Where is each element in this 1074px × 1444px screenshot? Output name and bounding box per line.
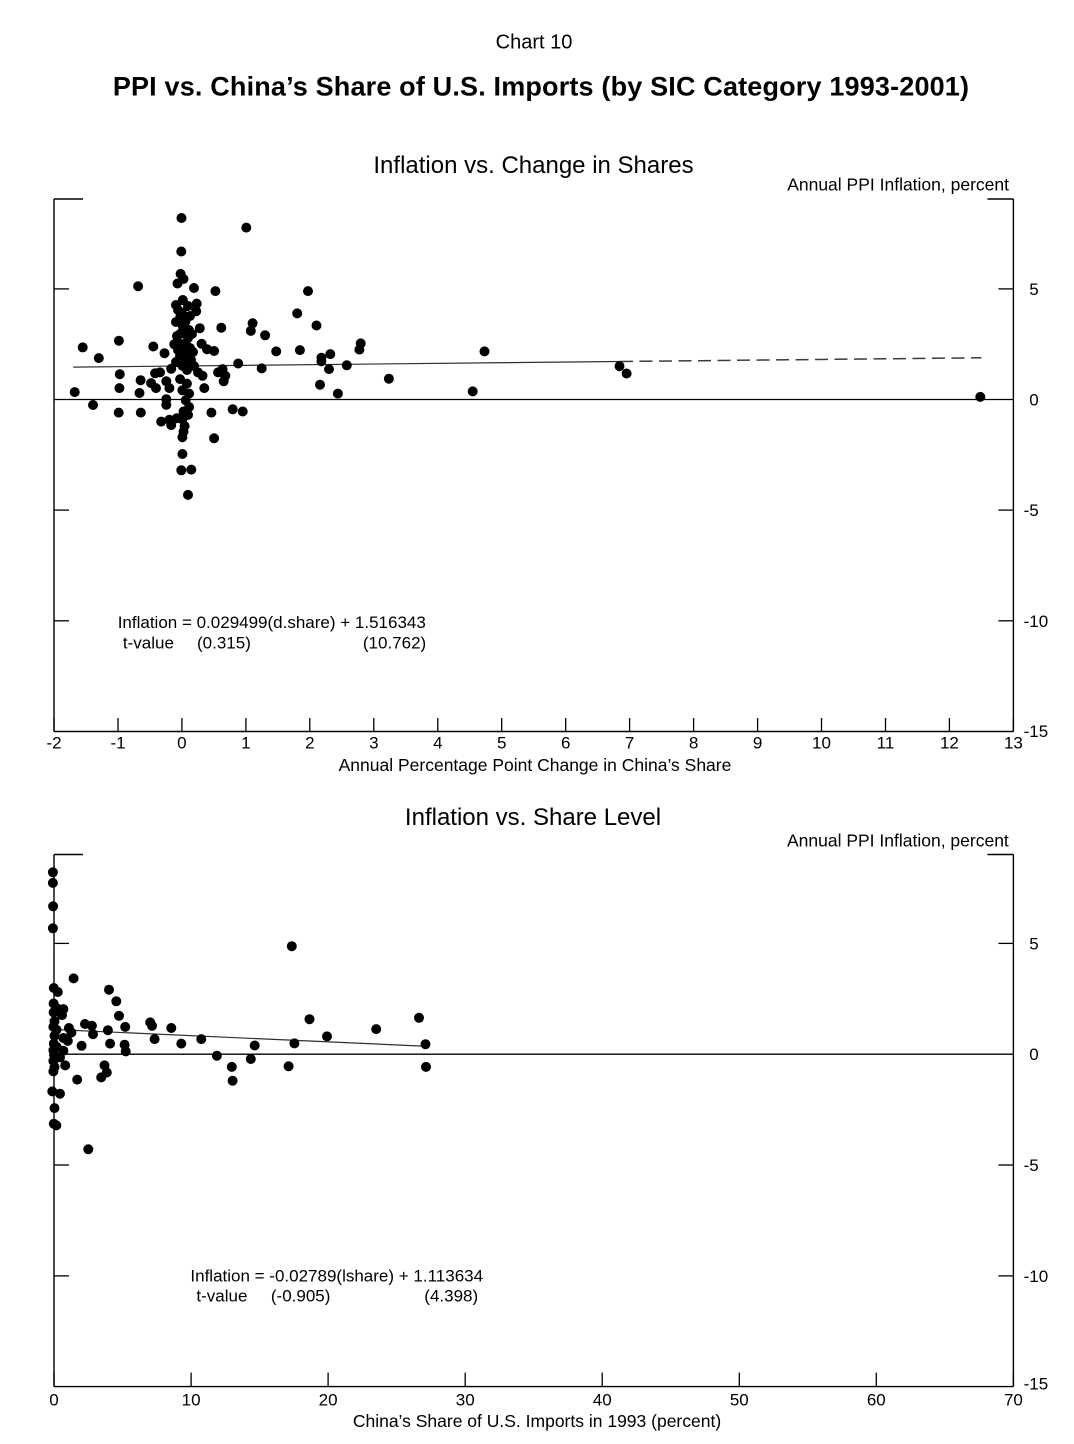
svg-text:(-0.905): (-0.905) (271, 1286, 331, 1305)
svg-text:Annual PPI Inflation, percent: Annual PPI Inflation, percent (787, 175, 1009, 195)
svg-text:(4.398): (4.398) (424, 1286, 478, 1305)
svg-text:6: 6 (561, 733, 570, 752)
svg-text:5: 5 (497, 733, 506, 752)
svg-text:(10.762): (10.762) (363, 634, 426, 653)
svg-text:t-value: t-value (123, 634, 174, 653)
svg-text:50: 50 (730, 1390, 749, 1409)
svg-text:PPI vs. China’s Share of U.S.: PPI vs. China’s Share of U.S. Imports (b… (113, 71, 969, 101)
svg-text:4: 4 (433, 733, 442, 752)
svg-text:7: 7 (625, 733, 634, 752)
svg-text:Chart 10: Chart 10 (496, 32, 573, 54)
svg-text:Inflation = 0.029499(d.share): Inflation = 0.029499(d.share) + 1.516343 (118, 613, 426, 632)
svg-text:8: 8 (689, 733, 698, 752)
svg-text:0: 0 (177, 733, 186, 752)
svg-text:t-value: t-value (196, 1286, 247, 1305)
svg-text:0: 0 (1029, 391, 1038, 410)
svg-text:11: 11 (877, 733, 895, 752)
svg-text:30: 30 (456, 1390, 475, 1409)
svg-text:(0.315): (0.315) (197, 634, 251, 653)
svg-text:-10: -10 (1024, 612, 1049, 631)
svg-text:-2: -2 (46, 733, 61, 752)
svg-text:5: 5 (1029, 280, 1038, 299)
svg-text:-5: -5 (1024, 501, 1039, 520)
svg-text:2: 2 (305, 733, 314, 752)
svg-text:20: 20 (319, 1390, 338, 1409)
svg-text:Annual PPI Inflation, percent: Annual PPI Inflation, percent (787, 831, 1009, 851)
svg-text:0: 0 (1029, 1045, 1038, 1064)
svg-text:0: 0 (49, 1390, 58, 1409)
svg-text:1: 1 (241, 733, 250, 752)
svg-text:60: 60 (867, 1390, 886, 1409)
svg-text:Inflation vs. Change in Shares: Inflation vs. Change in Shares (373, 152, 693, 179)
svg-text:-1: -1 (110, 733, 125, 752)
svg-text:-15: -15 (1024, 1375, 1049, 1394)
svg-text:13: 13 (1004, 733, 1023, 752)
svg-text:10: 10 (812, 733, 831, 752)
svg-text:Inflation = -0.02789(lshare) +: Inflation = -0.02789(lshare) + 1.113634 (190, 1266, 483, 1285)
svg-text:Annual Percentage Point Change: Annual Percentage Point Change in China’… (339, 755, 732, 775)
svg-text:-15: -15 (1024, 722, 1049, 741)
svg-text:12: 12 (940, 733, 959, 752)
svg-text:5: 5 (1029, 934, 1038, 953)
svg-text:9: 9 (753, 733, 762, 752)
svg-text:70: 70 (1004, 1390, 1023, 1409)
svg-text:-10: -10 (1024, 1267, 1049, 1286)
svg-text:40: 40 (593, 1390, 612, 1409)
svg-text:Inflation vs. Share Level: Inflation vs. Share Level (405, 804, 661, 831)
svg-text:-5: -5 (1024, 1156, 1039, 1175)
svg-text:10: 10 (182, 1390, 201, 1409)
svg-text:3: 3 (369, 733, 378, 752)
svg-text:China’s Share of U.S. Imports: China’s Share of U.S. Imports in 1993 (p… (353, 1411, 721, 1431)
